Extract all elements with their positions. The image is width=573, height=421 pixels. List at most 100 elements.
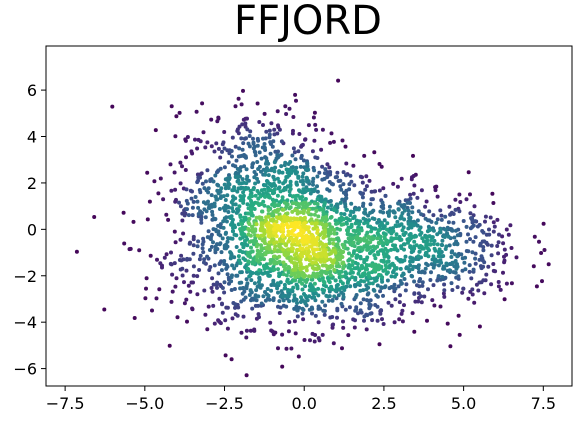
scatter-point (200, 246, 205, 251)
scatter-point (290, 165, 295, 170)
scatter-point (245, 116, 249, 121)
scatter-point (285, 215, 290, 220)
scatter-point (382, 218, 387, 223)
scatter-point (324, 293, 329, 298)
scatter-point (232, 266, 237, 271)
scatter-point (179, 253, 184, 258)
scatter-point (210, 276, 215, 281)
scatter-point (419, 270, 424, 275)
scatter-point (241, 180, 246, 185)
scatter-point (296, 221, 301, 226)
scatter-point (188, 289, 193, 294)
scatter-point (203, 201, 208, 206)
scatter-point (383, 263, 388, 268)
scatter-point (224, 206, 228, 211)
scatter-point (320, 287, 325, 292)
scatter-point (430, 235, 435, 240)
scatter-point (221, 194, 226, 199)
scatter-point (191, 264, 196, 269)
scatter-point (386, 255, 391, 260)
scatter-point (302, 215, 307, 220)
scatter-point (310, 306, 315, 311)
scatter-point (306, 188, 311, 192)
scatter-point (241, 141, 246, 146)
scatter-point (189, 196, 194, 201)
scatter-point (373, 256, 378, 261)
scatter-point (246, 253, 251, 258)
scatter-point (174, 276, 179, 281)
scatter-point (442, 294, 447, 299)
scatter-point (212, 204, 217, 209)
scatter-point (479, 254, 484, 259)
scatter-point (349, 201, 354, 206)
scatter-point (331, 241, 336, 246)
scatter-point (412, 279, 417, 284)
scatter-point (322, 249, 327, 254)
scatter-point (473, 251, 478, 256)
scatter-point (376, 240, 381, 245)
scatter-point (497, 232, 501, 237)
scatter-point (350, 253, 354, 258)
scatter-point (218, 241, 223, 246)
scatter-point (370, 281, 375, 286)
scatter-point (272, 127, 277, 132)
scatter-point (272, 204, 277, 209)
scatter-point (380, 279, 385, 284)
scatter-point (393, 223, 398, 228)
scatter-point (445, 321, 450, 326)
scatter-point (263, 241, 267, 246)
scatter-point (173, 240, 178, 245)
scatter-point (304, 246, 309, 251)
scatter-point (312, 281, 317, 286)
scatter-point (297, 225, 302, 230)
scatter-point (178, 204, 183, 209)
scatter-point (308, 254, 313, 259)
y-tick-label: 2 (27, 174, 37, 193)
scatter-point (170, 289, 175, 294)
scatter-point (308, 191, 313, 196)
scatter-point (314, 209, 319, 213)
scatter-point (396, 284, 401, 289)
scatter-point (277, 203, 281, 207)
scatter-point (283, 104, 288, 109)
scatter-point (472, 204, 477, 209)
scatter-point (283, 293, 288, 298)
scatter-point (362, 279, 367, 284)
scatter-point (347, 305, 352, 310)
scatter-point (377, 162, 382, 166)
scatter-point (328, 199, 333, 203)
scatter-point (335, 175, 339, 179)
scatter-point (412, 246, 417, 251)
scatter-point (498, 287, 503, 292)
scatter-point (310, 260, 315, 265)
scatter-point (435, 217, 440, 222)
scatter-point (245, 202, 250, 207)
chart-title: FFJORD (234, 0, 382, 44)
scatter-point (480, 258, 485, 263)
scatter-point (287, 320, 292, 324)
scatter-point (294, 193, 299, 198)
scatter-point (246, 227, 251, 231)
scatter-point (292, 253, 297, 257)
scatter-point (388, 263, 392, 268)
scatter-point (368, 202, 373, 207)
scatter-point (259, 188, 264, 193)
scatter-point (265, 287, 270, 291)
scatter-point (225, 305, 230, 310)
scatter-point (365, 230, 370, 235)
scatter-point (316, 214, 321, 219)
scatter-point (233, 144, 238, 149)
scatter-point (397, 300, 402, 305)
scatter-point (281, 239, 286, 244)
scatter-point (306, 208, 311, 212)
scatter-point (433, 185, 438, 190)
scatter-point (483, 214, 488, 219)
scatter-point (418, 277, 423, 281)
scatter-point (398, 216, 403, 221)
scatter-point (279, 164, 284, 169)
scatter-point (532, 234, 537, 239)
scatter-point (220, 236, 225, 241)
scatter-point (424, 250, 429, 255)
scatter-point (462, 260, 467, 265)
scatter-point (463, 267, 468, 272)
